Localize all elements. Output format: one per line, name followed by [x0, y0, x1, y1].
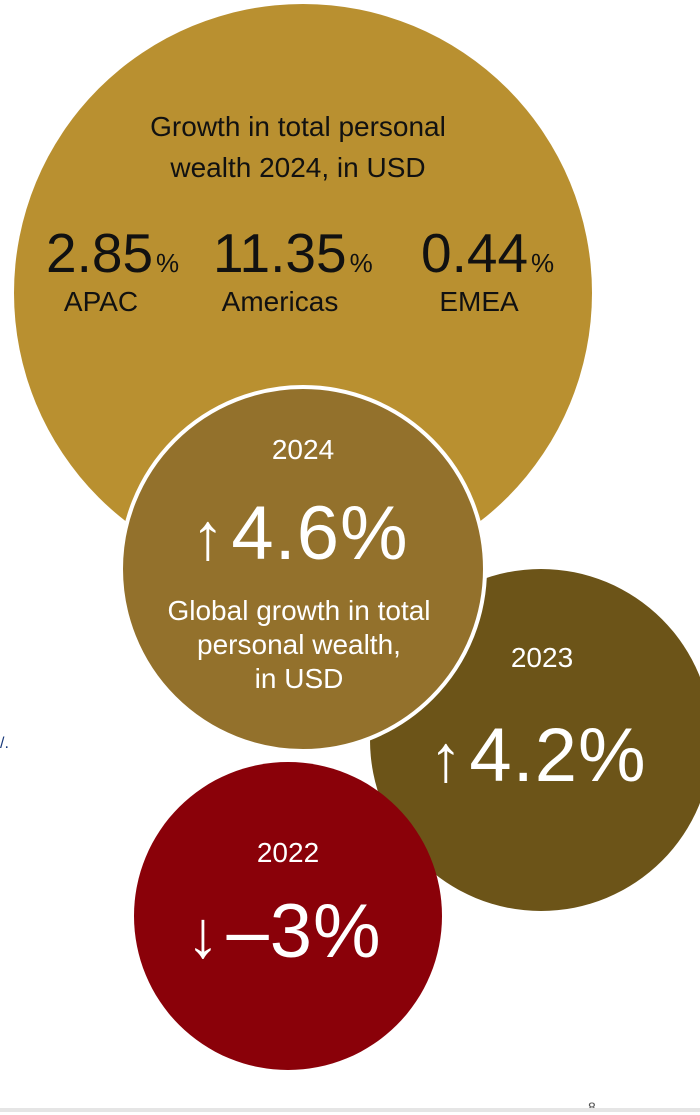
regional-growth-title: Growth in total personal wealth 2024, in… [150, 106, 446, 188]
growth-2024-circle [119, 385, 487, 753]
stat-americas-label: Americas [221, 286, 339, 317]
regional-title-line-2: wealth 2024, in USD [170, 152, 426, 183]
stat-apac: 2.85% [46, 226, 179, 281]
page-number: 8 [588, 1099, 596, 1115]
bottom-divider [0, 1108, 700, 1112]
growth-2024-value: ↑4.6% [191, 496, 408, 572]
stat-americas: 11.35% [213, 226, 373, 281]
stat-apac-label: APAC [63, 286, 139, 317]
stat-emea-unit: % [531, 248, 555, 278]
side-text-fragment: /. [0, 735, 9, 752]
arrow-up-icon: ↑ [191, 499, 226, 573]
growth-2023-value: ↑4.2% [429, 718, 646, 794]
growth-2024-desc-line-2: personal wealth, [197, 629, 401, 660]
stat-apac-value: 2.85 [46, 222, 154, 284]
growth-2022-year: 2022 [256, 837, 320, 868]
growth-2022-value: ↓–3% [186, 894, 381, 970]
growth-2024-description: Global growth in total personal wealth, … [167, 594, 430, 696]
stat-emea-label: EMEA [439, 286, 519, 317]
stat-americas-value: 11.35 [213, 222, 347, 284]
growth-2024-desc-line-1: Global growth in total [167, 595, 431, 626]
stat-apac-unit: % [156, 248, 180, 278]
stat-americas-unit: % [349, 248, 373, 278]
arrow-down-icon: ↓ [186, 897, 221, 971]
growth-2024-percent: 4.6% [231, 491, 409, 576]
growth-2024-desc-line-3: in USD [254, 663, 344, 694]
growth-2022-percent: –3% [226, 889, 382, 974]
arrow-up-icon: ↑ [429, 721, 464, 795]
stat-emea-value: 0.44 [421, 222, 529, 284]
regional-title-line-1: Growth in total personal [150, 111, 446, 142]
stat-emea: 0.44% [421, 226, 554, 281]
growth-2023-percent: 4.2% [469, 713, 647, 798]
growth-2022-circle [134, 762, 442, 1070]
growth-2023-year: 2023 [510, 642, 574, 673]
growth-2024-year: 2024 [271, 434, 335, 465]
